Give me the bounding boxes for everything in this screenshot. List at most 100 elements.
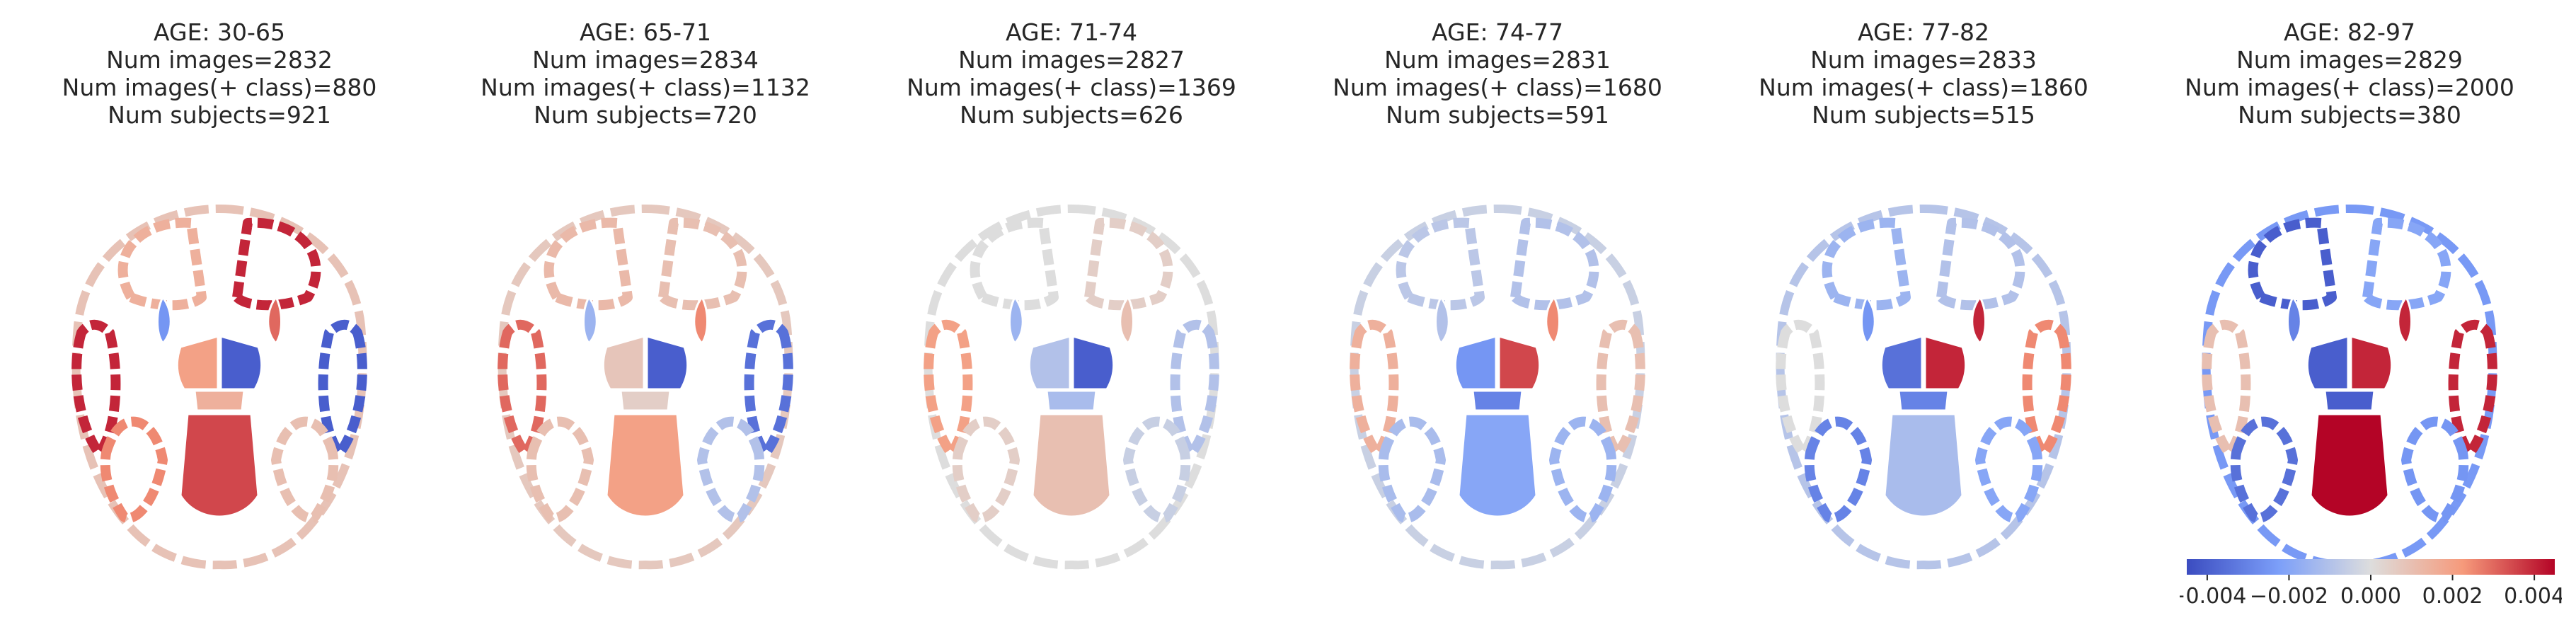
region-subcortical-left [1028, 335, 1071, 391]
region-insula-left [1434, 295, 1450, 345]
num-images-label: Num images=2832 [106, 46, 333, 74]
region-midbrain [619, 389, 672, 412]
region-cerebellum [1883, 413, 1964, 518]
age-range-label: AGE: 82-97 [2284, 18, 2415, 46]
region-temporal-right [744, 319, 793, 458]
region-subcortical-left [1454, 335, 1497, 391]
region-occipital-right [697, 416, 765, 523]
region-subcortical-right [1924, 335, 1967, 391]
colorbar-tick-label: 0.004 [2504, 584, 2562, 609]
region-subcortical-left [176, 335, 219, 391]
num-positive-images-label: Num images(+ class)=1132 [481, 74, 810, 101]
region-cerebellum [1031, 413, 1112, 518]
region-temporal-left [1350, 319, 1399, 458]
age-range-label: AGE: 65-71 [580, 18, 711, 46]
region-frontal-left [117, 217, 207, 311]
region-frontal-left [1822, 217, 1911, 311]
cortex-outline [71, 204, 367, 570]
region-temporal-right [1170, 319, 1219, 458]
region-temporal-right [1596, 319, 1645, 458]
region-cerebellum [2309, 413, 2390, 518]
age-range-label: AGE: 30-65 [154, 18, 285, 46]
region-temporal-left [2202, 319, 2251, 458]
region-occipital-left [1804, 416, 1872, 523]
region-temporal-right [2022, 319, 2071, 458]
region-occipital-left [1378, 416, 1446, 523]
cortex-outline [924, 204, 1219, 570]
region-insula-right [1971, 295, 1986, 345]
brain-heatmap [1776, 204, 2071, 570]
region-frontal-right [232, 217, 321, 311]
region-insula-left [2287, 295, 2302, 345]
panel-title: AGE: 65-71 Num images=2834 Num images(+ … [447, 18, 844, 129]
region-occipital-left [952, 416, 1020, 523]
region-midbrain [1045, 389, 1098, 412]
brain-heatmap [1350, 204, 1645, 570]
num-positive-images-label: Num images(+ class)=880 [62, 74, 377, 101]
num-images-label: Num images=2833 [1810, 46, 2037, 74]
region-occipital-right [1549, 416, 1617, 523]
region-frontal-right [1510, 217, 1599, 311]
region-subcortical-right [645, 335, 689, 391]
brain-heatmap [71, 204, 367, 570]
num-subjects-label: Num subjects=515 [1812, 101, 2035, 129]
region-midbrain [1471, 389, 1524, 412]
num-positive-images-label: Num images(+ class)=1860 [1759, 74, 2088, 101]
num-subjects-label: Num subjects=591 [1386, 101, 1609, 129]
region-temporal-right [2448, 319, 2497, 458]
brain-panel: AGE: 77-82 Num images=2833 Num images(+ … [1725, 0, 2122, 637]
region-occipital-right [1123, 416, 1191, 523]
panel-title: AGE: 71-74 Num images=2827 Num images(+ … [873, 18, 1270, 129]
region-frontal-right [1936, 217, 2025, 311]
age-range-label: AGE: 77-82 [1858, 18, 1989, 46]
region-midbrain [1897, 389, 1950, 412]
region-temporal-right [318, 319, 367, 458]
colorbar-tick-label: −0.004 [2180, 584, 2246, 609]
region-insula-right [1545, 295, 1560, 345]
panel-title: AGE: 82-97 Num images=2829 Num images(+ … [2151, 18, 2548, 129]
brain-heatmap [2202, 204, 2497, 570]
region-insula-left [156, 295, 172, 345]
num-positive-images-label: Num images(+ class)=1680 [1333, 74, 1662, 101]
region-occipital-left [2230, 416, 2298, 523]
region-cerebellum [1457, 413, 1538, 518]
region-occipital-right [1975, 416, 2043, 523]
region-insula-right [693, 295, 708, 345]
region-subcortical-left [602, 335, 645, 391]
brain-panel: AGE: 74-77 Num images=2831 Num images(+ … [1299, 0, 1696, 637]
num-images-label: Num images=2831 [1384, 46, 1611, 74]
region-insula-right [1119, 295, 1134, 345]
region-midbrain [2323, 389, 2376, 412]
colorbar-tick-label: 0.002 [2422, 584, 2483, 609]
region-frontal-left [1396, 217, 1485, 311]
region-temporal-left [71, 319, 121, 458]
region-subcortical-left [1880, 335, 1924, 391]
panel-title: AGE: 77-82 Num images=2833 Num images(+ … [1725, 18, 2122, 129]
brain-panel: AGE: 82-97 Num images=2829 Num images(+ … [2151, 0, 2548, 637]
colorbar: −0.004−0.002 0.000 0.002 0.004 [2180, 559, 2562, 609]
region-frontal-left [2248, 217, 2337, 311]
region-insula-left [1861, 295, 1876, 345]
region-frontal-left [970, 217, 1059, 311]
region-occipital-right [2401, 416, 2469, 523]
colorbar-gradient [2187, 559, 2555, 575]
region-occipital-right [271, 416, 339, 523]
region-subcortical-right [2350, 335, 2393, 391]
num-images-label: Num images=2834 [532, 46, 759, 74]
region-subcortical-right [1497, 335, 1541, 391]
region-midbrain [193, 389, 246, 412]
region-insula-right [2397, 295, 2413, 345]
num-images-label: Num images=2829 [2236, 46, 2463, 74]
region-temporal-left [498, 319, 547, 458]
region-frontal-right [658, 217, 747, 311]
region-cerebellum [179, 413, 260, 518]
region-frontal-right [2362, 217, 2451, 311]
brain-heatmap [498, 204, 793, 570]
colorbar-tick-label: 0.000 [2340, 584, 2401, 609]
num-positive-images-label: Num images(+ class)=1369 [907, 74, 1236, 101]
region-frontal-right [1084, 217, 1173, 311]
cortex-outline [498, 204, 793, 570]
region-subcortical-right [1071, 335, 1115, 391]
region-insula-right [267, 295, 282, 345]
region-temporal-left [924, 319, 973, 458]
